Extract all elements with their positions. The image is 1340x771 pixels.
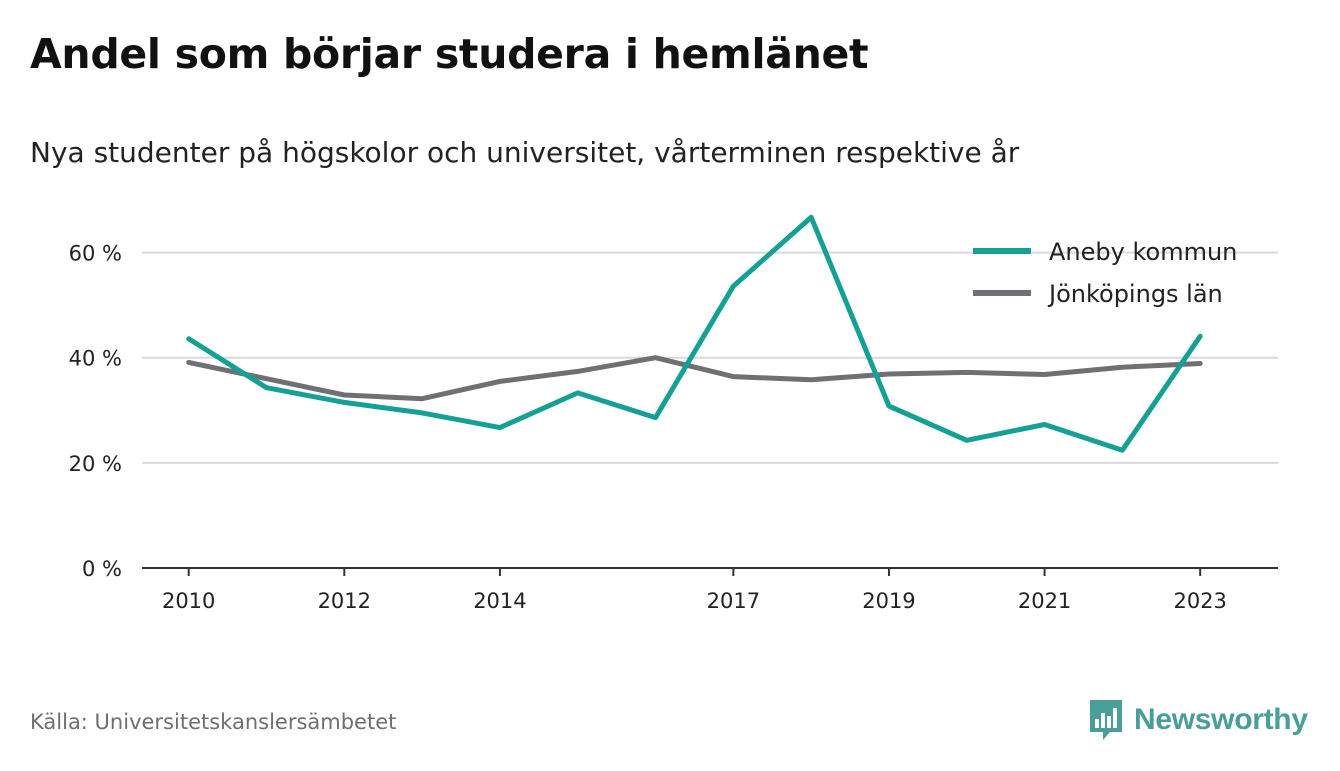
y-tick-label: 40 %: [69, 347, 122, 371]
legend-label: Jönköpings län: [1047, 280, 1223, 308]
grid-lines: [142, 251, 1278, 464]
series-lines: [186, 214, 1203, 453]
legend: Aneby kommun Jönköpings län: [973, 238, 1237, 308]
x-tick-label: 2023: [1173, 589, 1226, 613]
series-line-jonkopings-lan: [186, 355, 1203, 402]
line-chart: 2010 2012 2014 2017 2019 2021 2023 0 % 20 % 40 %…: [69, 214, 1278, 613]
x-tick-label: 2017: [707, 589, 760, 613]
x-tick-label: 2021: [1018, 589, 1071, 613]
y-tick-label: 60 %: [69, 242, 122, 266]
brand-logo[interactable]: Newsworthy: [1088, 697, 1308, 743]
x-axis: 2010 2012 2014 2017 2019 2021 2023: [142, 567, 1278, 613]
x-tick-label: 2012: [318, 589, 371, 613]
source-note: Källa: Universitetskanslersämbetet: [30, 710, 397, 734]
chart-title: Andel som börjar studera i hemlänet: [30, 30, 869, 78]
y-tick-label: 20 %: [69, 452, 122, 476]
legend-label: Aneby kommun: [1049, 238, 1237, 266]
x-tick-label: 2019: [862, 589, 915, 613]
bar-chart-speech-bubble-icon: [1090, 700, 1122, 740]
x-tick-label: 2014: [473, 589, 526, 613]
x-tick-label: 2010: [162, 589, 215, 613]
brand-name: Newsworthy: [1134, 703, 1308, 736]
y-axis-labels: 0 % 20 % 40 % 60 %: [69, 242, 122, 581]
series-line-aneby-kommun: [186, 214, 1203, 453]
chart-subtitle: Nya studenter på högskolor och universit…: [30, 136, 1020, 169]
y-tick-label: 0 %: [82, 557, 122, 581]
